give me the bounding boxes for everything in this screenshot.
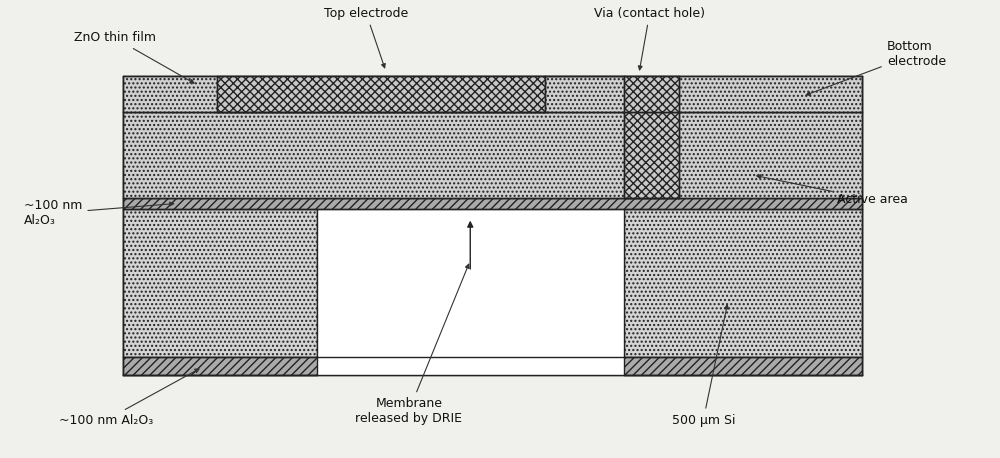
- Text: Membrane
released by DRIE: Membrane released by DRIE: [355, 264, 469, 425]
- Text: Via (contact hole): Via (contact hole): [594, 7, 705, 70]
- Text: ~100 nm Al₂O₃: ~100 nm Al₂O₃: [59, 369, 199, 426]
- Text: Bottom
electrode: Bottom electrode: [806, 40, 946, 95]
- Text: ~100 nm
Al₂O₃: ~100 nm Al₂O₃: [24, 199, 174, 227]
- Bar: [123, 112, 862, 197]
- Bar: [123, 76, 862, 375]
- Text: Active area: Active area: [757, 175, 908, 206]
- Bar: [123, 357, 317, 375]
- Bar: [624, 209, 862, 357]
- Bar: [624, 112, 679, 197]
- Bar: [123, 197, 862, 209]
- Text: 500 μm Si: 500 μm Si: [672, 305, 735, 426]
- Bar: [123, 76, 862, 112]
- Bar: [123, 209, 317, 357]
- Text: ZnO thin film: ZnO thin film: [74, 32, 194, 83]
- Bar: [624, 76, 679, 112]
- Bar: [317, 209, 624, 375]
- Bar: [217, 76, 545, 112]
- Text: Top electrode: Top electrode: [324, 7, 408, 68]
- Bar: [624, 357, 862, 375]
